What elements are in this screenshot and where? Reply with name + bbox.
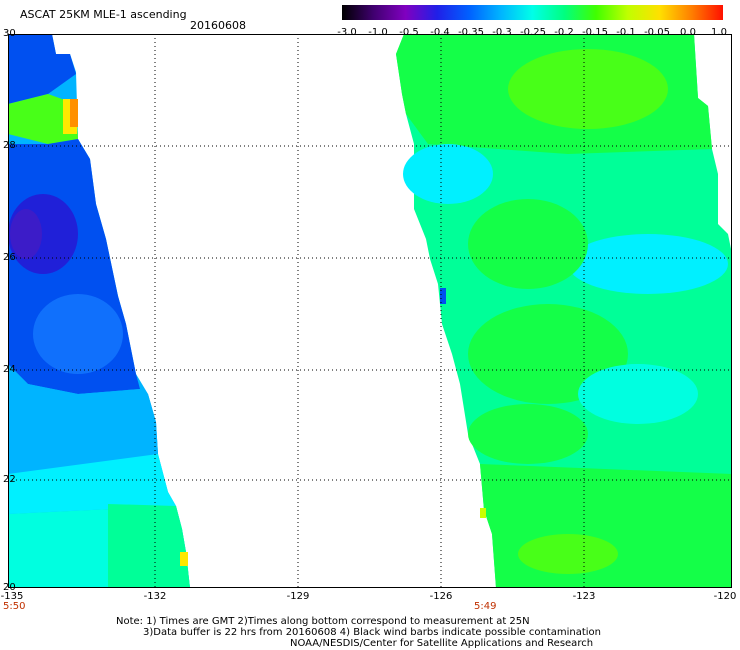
lat-label-22: 22 — [3, 474, 16, 485]
lon-label-132: -132 — [143, 591, 167, 602]
right-swath — [396, 34, 732, 588]
lat-label-30: 30 — [3, 28, 16, 39]
colorbar-tick: -0.35 — [458, 27, 484, 38]
left-violet-core — [10, 209, 42, 259]
left-yellow-bottom — [180, 552, 188, 566]
map-frame — [8, 34, 732, 588]
map-date: 20160608 — [190, 19, 246, 32]
lat-label-28: 28 — [3, 140, 16, 151]
left-swath — [8, 34, 190, 588]
lat-lon-grid — [8, 34, 732, 588]
colorbar-tick: -0.3 — [492, 27, 512, 38]
colorbar-tick: -0.4 — [430, 27, 450, 38]
left-lightblue-patch — [33, 294, 123, 374]
right-green-lower — [468, 404, 588, 464]
colorbar-gradient — [342, 5, 723, 20]
colorbar-tick: 1.0 — [711, 27, 727, 38]
right-lightgreen-bottom — [518, 534, 618, 574]
swath-time-left: 5:50 — [3, 601, 26, 612]
colorbar-tick: -0.5 — [399, 27, 419, 38]
right-yellow-fleck — [480, 508, 486, 518]
colorbar-tick: -1.0 — [368, 27, 388, 38]
colorbar — [342, 5, 723, 20]
colorbar-tick: -0.2 — [554, 27, 574, 38]
left-sky-band — [8, 364, 158, 474]
swath-time-right: 5:49 — [474, 601, 497, 612]
right-aqua-patch — [578, 364, 698, 424]
right-green-bottom — [480, 464, 732, 588]
lon-label-126: -126 — [429, 591, 453, 602]
lat-label-26: 26 — [3, 252, 16, 263]
colorbar-tick: -0.15 — [582, 27, 608, 38]
left-orange-patch — [70, 99, 78, 127]
colorbar-tick: -0.05 — [644, 27, 670, 38]
lat-label-24: 24 — [3, 364, 16, 375]
map-title: ASCAT 25KM MLE-1 ascending — [20, 8, 187, 21]
colorbar-tick: -0.25 — [520, 27, 546, 38]
right-blue-fleck — [440, 288, 446, 304]
lon-label-135: -135 — [0, 591, 24, 602]
right-lightgreen-top — [508, 49, 668, 129]
right-cyan-patch-1 — [403, 144, 493, 204]
note-line-1: Note: 1) Times are GMT 2)Times along bot… — [116, 616, 530, 627]
right-cyan-patch-2 — [568, 234, 728, 294]
left-blue-top — [8, 34, 76, 104]
left-green-bottom — [108, 504, 190, 588]
colorbar-tick: 0.0 — [680, 27, 696, 38]
note-line-3: NOAA/NESDIS/Center for Satellite Applica… — [290, 638, 594, 649]
left-green-patch — [8, 94, 78, 144]
note-line-2: 3)Data buffer is 22 hrs from 20160608 4)… — [143, 627, 601, 638]
lon-label-123: -123 — [572, 591, 596, 602]
lon-label-120: -120 — [713, 591, 737, 602]
wind-map — [8, 34, 732, 588]
left-cyan-band — [8, 454, 176, 514]
colorbar-tick: -3.0 — [337, 27, 357, 38]
colorbar-tick: -0.1 — [616, 27, 636, 38]
lon-label-129: -129 — [286, 591, 310, 602]
right-green-mid — [468, 199, 588, 289]
lat-label-20: 20 — [3, 582, 16, 593]
